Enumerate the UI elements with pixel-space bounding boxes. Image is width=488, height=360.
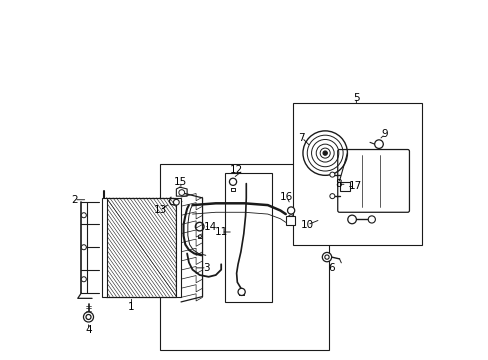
Bar [102,198,106,297]
Text: 15: 15 [173,177,186,187]
Circle shape [323,151,326,155]
Circle shape [287,207,294,214]
Text: 8: 8 [334,179,341,189]
Circle shape [81,245,86,250]
Circle shape [367,216,375,223]
FancyBboxPatch shape [337,149,408,212]
Text: 5: 5 [352,93,359,103]
Circle shape [322,252,331,262]
Text: 16: 16 [280,192,293,202]
Text: 1: 1 [128,302,135,312]
Text: 12: 12 [229,165,243,175]
Bar [224,173,272,302]
Circle shape [347,215,356,224]
Bar [285,216,294,225]
Circle shape [238,288,244,296]
Circle shape [198,235,201,238]
Circle shape [329,194,334,199]
Bar [160,164,328,350]
Bar [339,182,349,191]
Bar [292,103,421,244]
Circle shape [173,199,179,205]
Circle shape [81,277,86,282]
Text: 4: 4 [85,325,92,335]
Circle shape [374,140,383,148]
Circle shape [86,315,91,319]
Circle shape [179,190,184,195]
Text: 13: 13 [153,206,166,216]
Circle shape [83,312,93,322]
Circle shape [81,213,86,218]
Circle shape [324,255,328,259]
Circle shape [287,215,293,221]
Circle shape [329,172,334,177]
Text: 11: 11 [214,227,227,237]
Text: 17: 17 [347,181,361,192]
Bar [106,198,176,297]
Text: 6: 6 [327,263,334,273]
Text: 7: 7 [298,133,305,143]
Text: 14: 14 [203,222,217,231]
Bar [176,198,181,297]
Text: 3: 3 [203,263,210,273]
Text: 10: 10 [300,220,313,230]
Text: 9: 9 [381,129,387,139]
Text: 2: 2 [71,195,77,205]
